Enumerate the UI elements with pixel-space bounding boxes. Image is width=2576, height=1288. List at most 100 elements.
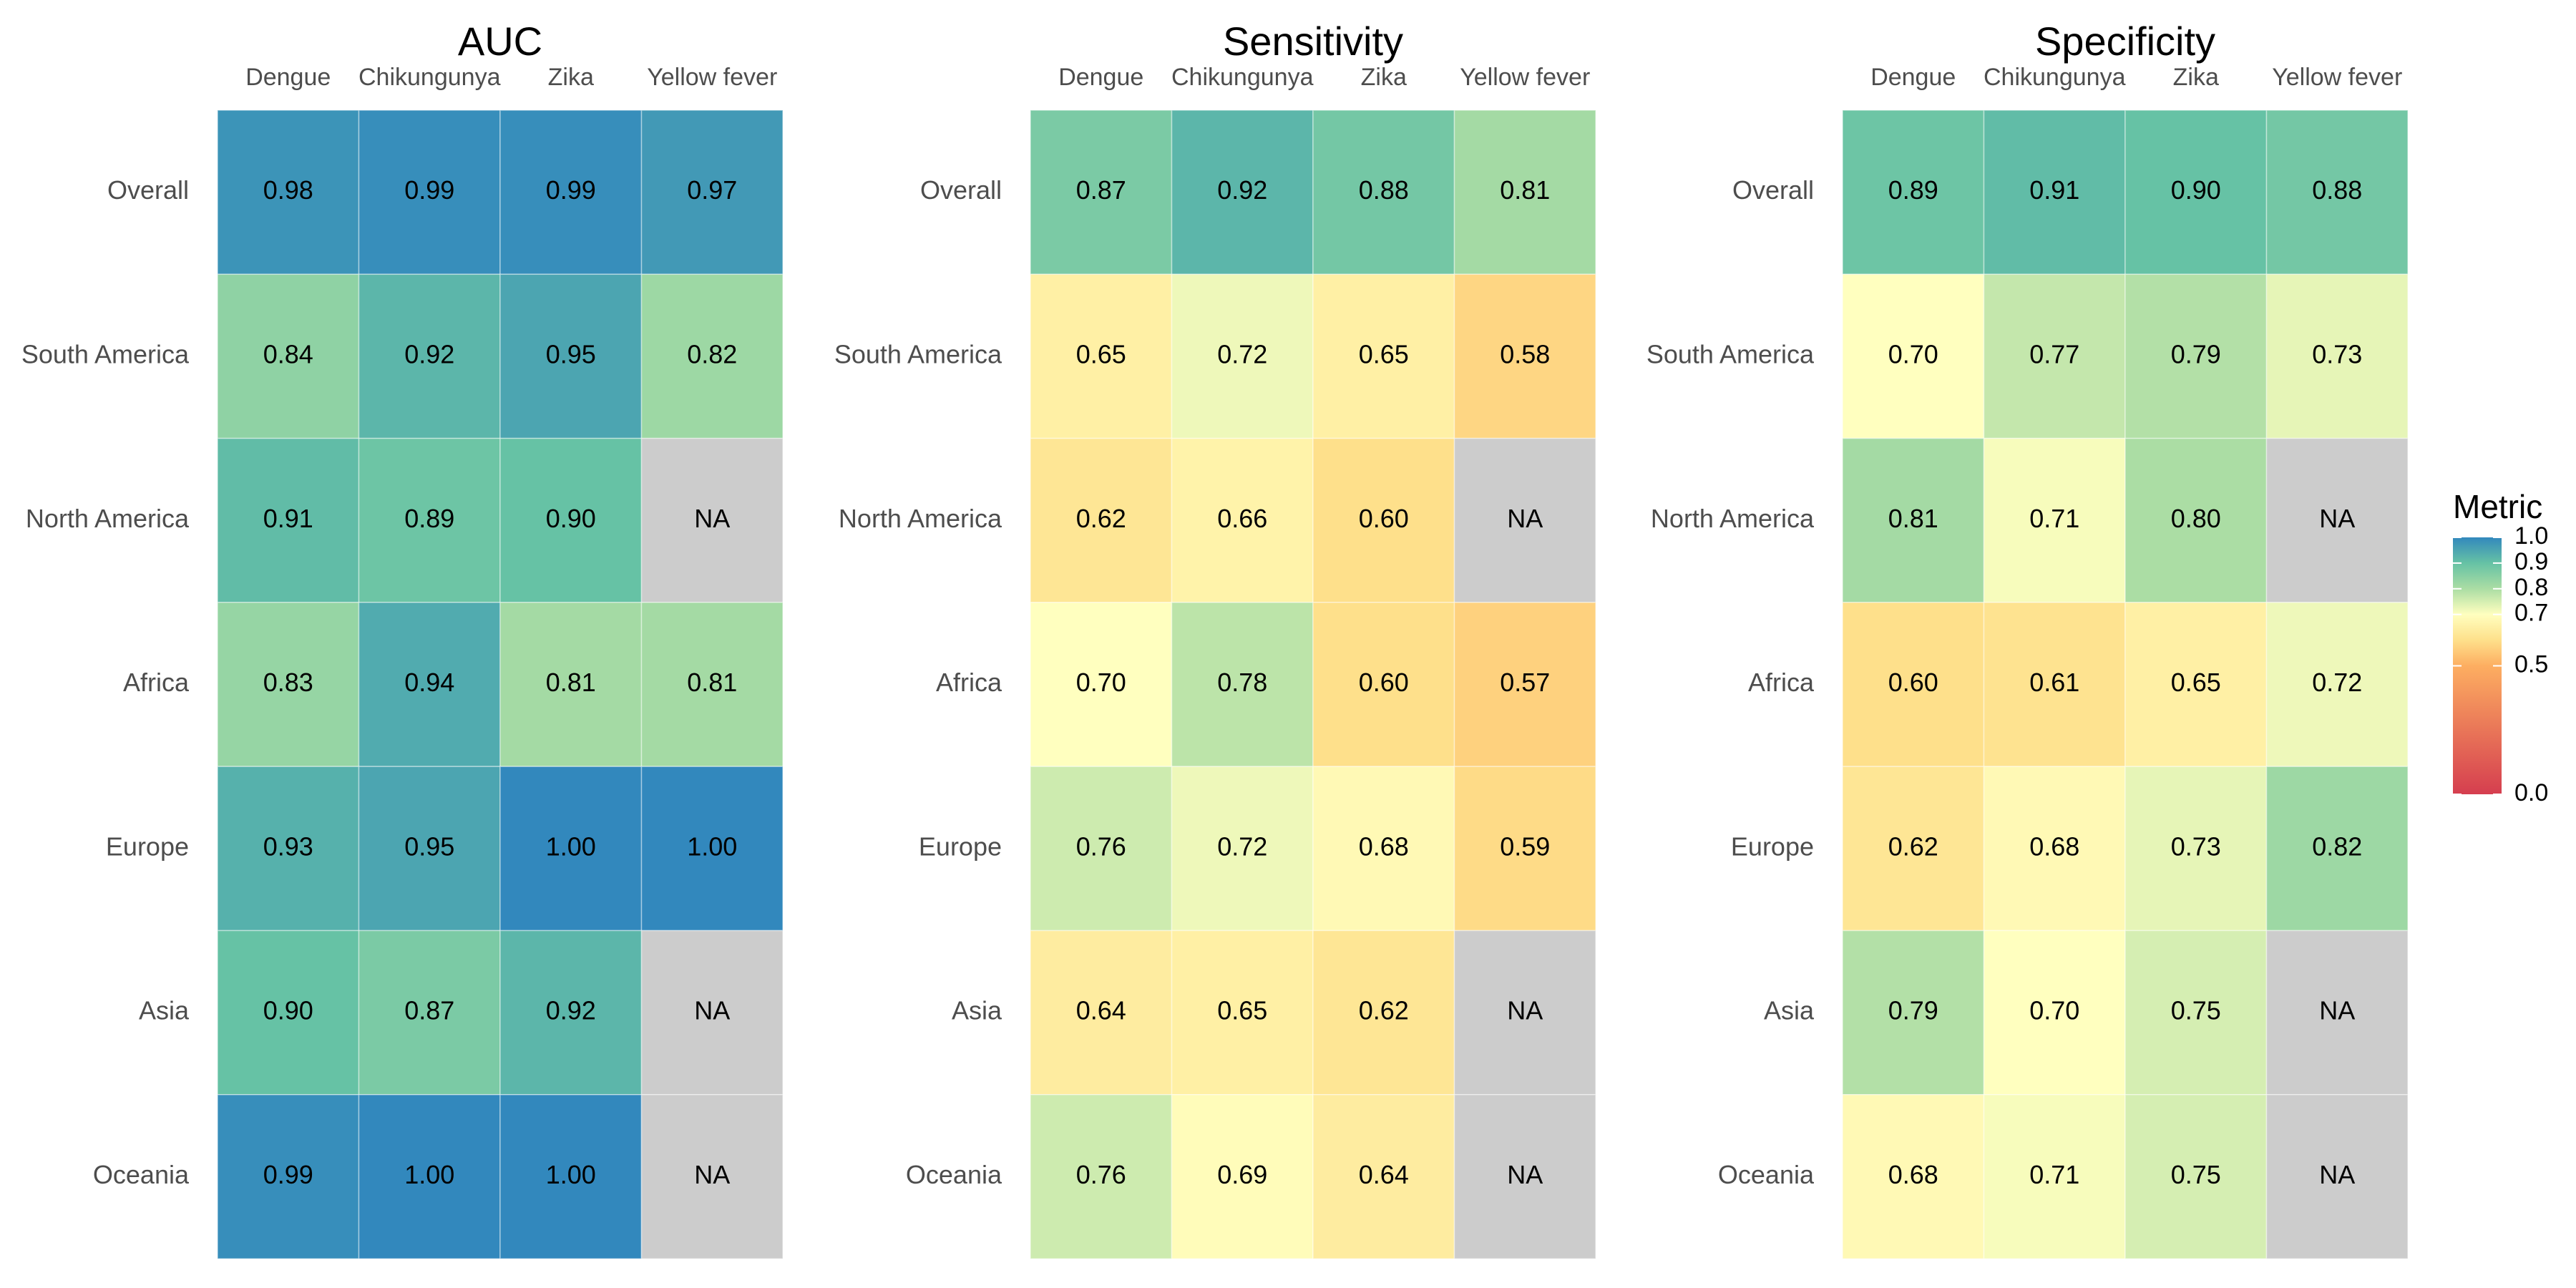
heatmap-cell [217,273,360,439]
cell-value-label: 0.90 [263,996,313,1025]
heatmap-cell [358,273,501,439]
heatmap-cell [640,109,784,275]
heatmap-cell [1030,930,1173,1096]
cell-value-label: 0.65 [2171,668,2221,697]
cell-value-label: 0.61 [2029,668,2079,697]
cell-value-label: NA [2319,1160,2355,1189]
column-label-zika: Zika [2173,64,2219,91]
heatmap-cell [1983,602,2126,767]
cell-value-label: 1.00 [404,1160,454,1189]
heatmap-cell [1312,437,1455,603]
cell-value-label: 0.91 [263,504,313,533]
column-label-dengue: Dengue [1870,64,1956,91]
cell-value-label: 0.79 [1888,996,1938,1025]
heatmap-cell [640,437,784,603]
cell-value-label: 0.73 [2171,831,2221,861]
row-label-south-america: South America [21,339,190,369]
cell-value-label: 1.00 [546,831,596,861]
cell-value-label: 0.69 [1217,1160,1267,1189]
cell-value-label: 0.70 [1076,668,1126,697]
legend-tick-label: 0.9 [2514,548,2548,575]
heatmap-cell [358,766,501,932]
cell-value-label: 0.68 [1888,1160,1938,1189]
cell-value-label: 0.81 [687,668,737,697]
heatmap-cell [1453,602,1596,767]
heatmap-cell [640,273,784,439]
cell-value-label: 0.79 [2171,339,2221,369]
cell-value-label: NA [694,1160,730,1189]
cell-value-label: 0.97 [687,175,737,205]
cell-value-label: 0.88 [1359,175,1409,205]
heatmap-cell [2124,766,2268,932]
cell-value-label: 0.62 [1888,831,1938,861]
heatmap-cell [358,602,501,767]
heatmap-cell [1030,109,1173,275]
heatmap-cell [640,930,784,1096]
cell-value-label: 0.89 [1888,175,1938,205]
heatmap-cell [2265,437,2409,603]
cell-value-label: 0.72 [2312,668,2362,697]
cell-value-label: 0.87 [404,996,454,1025]
row-label-europe: Europe [1731,831,1814,861]
cell-value-label: NA [2319,504,2355,533]
heatmap-cell [1312,602,1455,767]
heatmap-cell [1453,766,1596,932]
heatmap-cell [499,766,643,932]
cell-value-label: 0.71 [2029,1160,2079,1189]
heatmap-cell [1842,602,1985,767]
cell-value-label: 0.91 [2029,175,2079,205]
cell-value-label: 0.78 [1217,668,1267,697]
row-label-africa: Africa [1748,668,1815,697]
heatmap-cell [1983,1094,2126,1259]
heatmap-cell [2124,109,2268,275]
panel-title: Specificity [2035,19,2215,64]
cell-value-label: 0.75 [2171,1160,2221,1189]
cell-value-label: 1.00 [687,831,737,861]
heatmap-cell [1842,930,1985,1096]
heatmap-cell [2265,273,2409,439]
cell-value-label: NA [694,504,730,533]
heatmap-cell [640,602,784,767]
cell-value-label: 0.82 [2312,831,2362,861]
heatmap-cell [1842,109,1985,275]
cell-value-label: 0.93 [263,831,313,861]
cell-value-label: 0.75 [2171,996,2221,1025]
cell-value-label: 0.87 [1076,175,1126,205]
row-label-overall: Overall [920,175,1002,205]
cell-value-label: 0.64 [1076,996,1126,1025]
heatmap-cell [1983,766,2126,932]
heatmap-cell [358,109,501,275]
heatmap-cell [2124,930,2268,1096]
cell-value-label: 0.95 [546,339,596,369]
cell-value-label: 0.65 [1359,339,1409,369]
heatmap-cell [217,109,360,275]
cell-value-label: NA [1507,504,1543,533]
legend-tick-label: 1.0 [2514,522,2548,550]
cell-value-label: 0.81 [1500,175,1550,205]
cell-value-label: 0.83 [263,668,313,697]
cell-value-label: NA [1507,996,1543,1025]
heatmap-cell [1171,437,1314,603]
cell-value-label: 0.71 [2029,504,2079,533]
row-label-south-america: South America [834,339,1002,369]
cell-value-label: 0.89 [404,504,454,533]
column-label-dengue: Dengue [245,64,331,91]
heatmap-cell [1171,930,1314,1096]
heatmap-cell [217,437,360,603]
heatmap-cell [217,1094,360,1259]
cell-value-label: 0.62 [1359,996,1409,1025]
column-label-chikungunya: Chikungunya [1171,64,1314,91]
heatmap-cell [1030,766,1173,932]
cell-value-label: 0.80 [2171,504,2221,533]
panel-auc: AUC Dengue Chikungunya Zika Yellow fever Over… [21,19,784,1259]
cell-value-label: 0.98 [263,175,313,205]
heatmap-cell [499,602,643,767]
heatmap-cell [1312,930,1455,1096]
heatmap-cell [1983,273,2126,439]
heatmap-cell [1842,1094,1985,1259]
cell-value-label: 0.81 [1888,504,1938,533]
row-label-oceania: Oceania [93,1160,190,1189]
cell-value-label: 0.82 [687,339,737,369]
cell-value-label: 0.66 [1217,504,1267,533]
